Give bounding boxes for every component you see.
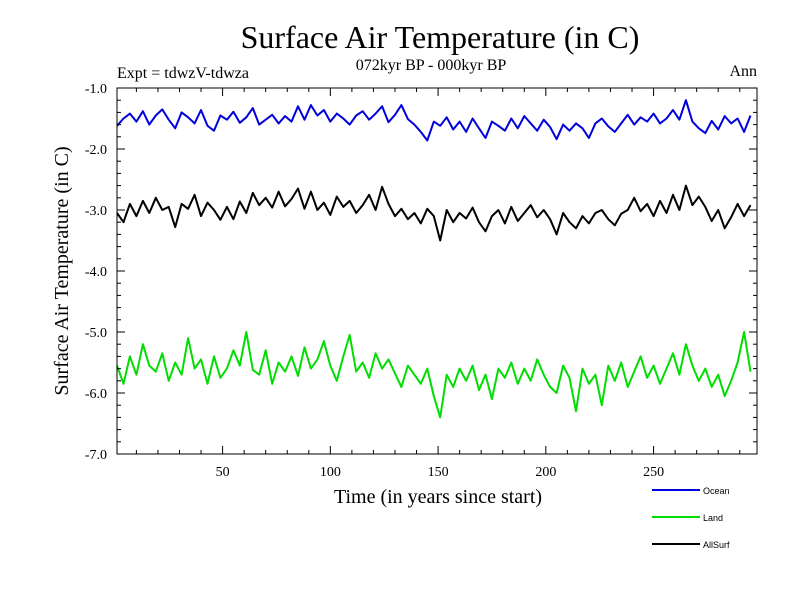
y-tick-label: -4.0 xyxy=(85,265,107,280)
y-axis: -1.0 -2.0 -3.0 -4.0 -5.0 -6.0 -7.0 xyxy=(85,82,757,463)
series-layer xyxy=(116,99,752,419)
x-tick-label: 250 xyxy=(643,465,664,480)
y-tick-label: -1.0 xyxy=(85,82,107,97)
series-line-ocean xyxy=(116,99,752,142)
y-tick-label: -3.0 xyxy=(85,204,107,219)
x-axis: 50 100 150 200 250 xyxy=(135,88,741,480)
y-tick-label: -2.0 xyxy=(85,143,107,158)
experiment-label: Expt = tdwzV-tdwza xyxy=(117,65,249,82)
y-tick-label: -7.0 xyxy=(85,448,107,463)
plot-frame xyxy=(116,87,758,455)
x-tick-label: 150 xyxy=(428,465,449,480)
y-tick-label: -6.0 xyxy=(85,387,107,402)
legend-label-land: Land xyxy=(703,513,723,523)
series-line-allsurf xyxy=(116,184,752,242)
chart-subtitle: 072kyr BP - 000kyr BP xyxy=(356,57,507,74)
x-tick-label: 200 xyxy=(535,465,556,480)
x-tick-label: 50 xyxy=(216,465,230,480)
chart-title: Surface Air Temperature (in C) xyxy=(241,19,640,55)
season-label: Ann xyxy=(729,63,757,80)
legend-label-allsurf: AllSurf xyxy=(703,540,730,550)
x-tick-label: 100 xyxy=(320,465,341,480)
y-tick-label: -5.0 xyxy=(85,326,107,341)
y-axis-label: Surface Air Temperature (in C) xyxy=(51,146,73,395)
x-axis-label: Time (in years since start) xyxy=(334,486,542,508)
series-line-land xyxy=(116,331,752,419)
legend: Ocean Land AllSurf xyxy=(652,486,730,550)
legend-label-ocean: Ocean xyxy=(703,486,730,496)
